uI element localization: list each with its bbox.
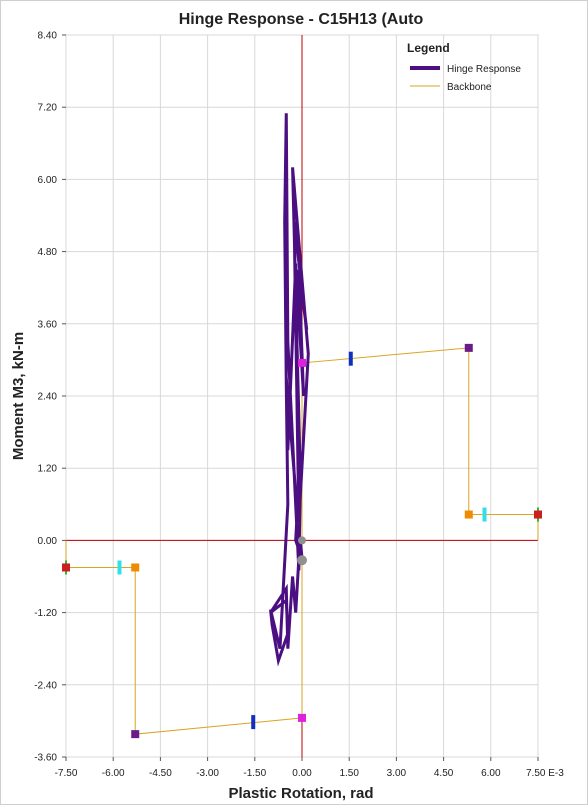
tick-labels: -7.50 -6.00 -4.50 -3.00 -1.50 0.00 1.50 3.00 4.5… <box>34 31 564 780</box>
marker-d- <box>464 510 473 519</box>
x-tick-label: -4.50 <box>149 768 172 779</box>
x-axis-label: Plastic Rotation, rad <box>228 785 373 802</box>
x-tick-label: -3.00 <box>196 768 219 779</box>
marker-current <box>297 555 307 566</box>
legend-entry-hinge-response: Hinge Response <box>447 64 521 75</box>
y-tick-label: -3.60 <box>34 753 57 764</box>
y-tick-label: 8.40 <box>38 31 58 42</box>
marker-origin <box>298 536 306 545</box>
y-tick-label: 0.00 <box>38 536 58 547</box>
x-tick-label: -6.00 <box>102 768 125 779</box>
legend: Legend Hinge Response Backbone <box>407 41 521 93</box>
x-tick-label: 7.50 E-3 <box>526 768 564 779</box>
x-tick-label: -1.50 <box>243 768 266 779</box>
marker-e--top <box>534 510 542 519</box>
y-tick-label: 7.20 <box>38 103 58 114</box>
y-tick-label: 3.60 <box>38 319 58 330</box>
marker-c- <box>131 730 140 739</box>
x-tick-label: 1.50 <box>339 768 359 779</box>
y-tick-label: 6.00 <box>38 175 58 186</box>
legend-title: Legend <box>407 41 450 55</box>
y-tick-label: -2.40 <box>34 680 57 691</box>
y-tick-label: 1.20 <box>38 464 58 475</box>
x-tick-label: 4.50 <box>434 768 454 779</box>
x-tick-label: 0.00 <box>292 768 312 779</box>
marker-io- <box>251 715 256 730</box>
y-tick-label: 4.80 <box>38 247 58 258</box>
marker-d- <box>131 563 140 572</box>
x-tick-label: 6.00 <box>481 768 501 779</box>
chart-title: Hinge Response - C15H13 (Auto <box>179 11 424 28</box>
y-axis-label: Moment M3, kN-m <box>10 332 27 460</box>
y-tick-label: -1.20 <box>34 608 57 619</box>
legend-entry-backbone: Backbone <box>447 82 492 93</box>
marker-ls- <box>117 560 122 575</box>
point-markers <box>62 343 542 739</box>
y-tick-label: 2.40 <box>38 392 58 403</box>
marker-c- <box>464 343 473 352</box>
x-tick-label: -7.50 <box>55 768 78 779</box>
x-tick-label: 3.00 <box>387 768 407 779</box>
marker-e--top <box>62 563 70 572</box>
marker-io- <box>348 351 353 366</box>
series-hinge-response-line <box>269 113 310 667</box>
marker-ls- <box>482 507 487 522</box>
marker-b- <box>298 358 306 367</box>
marker-b- <box>298 713 306 722</box>
